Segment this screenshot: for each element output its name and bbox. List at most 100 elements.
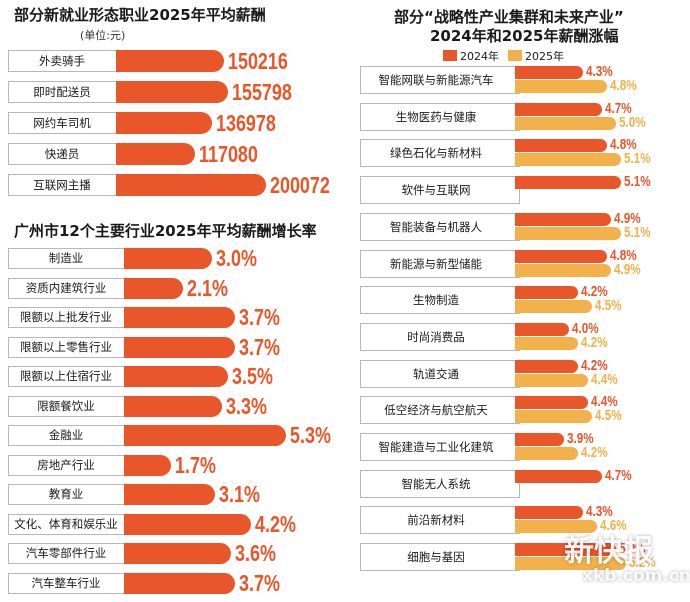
chart3-bar-2025 — [515, 300, 592, 313]
chart3-value-label-2025: 4.5% — [595, 297, 622, 314]
chart3-category-label: 智能建造与工业化建筑 — [378, 440, 494, 454]
chart1-category-label: 外卖骑手 — [39, 54, 85, 68]
chart3-category-label: 前沿新材料 — [407, 513, 465, 527]
chart3-category-label: 新能源与新型储能 — [390, 257, 482, 271]
chart3-value-label-2024: 3.9% — [567, 430, 594, 447]
chart3-bar-2024 — [515, 103, 602, 116]
chart3-bar-2024 — [515, 543, 616, 556]
chart2-value-label: 3.1% — [219, 481, 260, 507]
chart3-category-label: 智能装备与机器人 — [390, 220, 482, 234]
chart3-label-box — [360, 360, 520, 388]
chart2-category-label: 教育业 — [48, 487, 84, 501]
chart2-value-label: 3.7% — [239, 334, 280, 360]
chart3-category-label: 智能无人系统 — [401, 477, 471, 491]
chart3-category-label: 低空经济与航空航天 — [384, 403, 488, 417]
chart3-bar-2025 — [515, 447, 578, 460]
chart3-bar-2025 — [515, 520, 597, 533]
chart1-bar — [116, 50, 224, 72]
chart2-value-label: 2.1% — [187, 275, 228, 301]
chart1-bar — [116, 81, 228, 103]
chart2-category-label: 房地产行业 — [37, 458, 95, 472]
chart2-bar — [124, 484, 215, 505]
chart3-value-label-2025: 4.5% — [595, 407, 622, 424]
chart3-bar-2024 — [515, 250, 607, 263]
chart3-label-box — [360, 250, 520, 278]
chart2-category-label: 文化、体育和娱乐业 — [14, 517, 118, 531]
chart2-value-label: 3.7% — [239, 304, 280, 330]
chart1-title: 部分新就业形态职业2025年平均薪酬 — [14, 6, 266, 24]
chart3-category-label: 轨道交通 — [413, 367, 459, 381]
chart3-bar-2025 — [515, 264, 611, 277]
chart3-value-label-2024: 5.1% — [624, 173, 651, 190]
chart2-category-label: 汽车整车行业 — [31, 576, 101, 590]
chart3-category-label: 时尚消费品 — [407, 330, 465, 344]
legend-label-2024: 2024年 — [460, 50, 499, 63]
chart3-subtitle: 2024年和2025年薪酬涨幅 — [430, 27, 619, 45]
chart1-category-label: 即时配送员 — [33, 85, 91, 99]
chart3-category-label: 软件与互联网 — [401, 183, 471, 197]
chart3-value-label-2025: 5.2% — [629, 554, 656, 571]
chart1-bar — [116, 143, 195, 165]
chart1-value-label: 155798 — [232, 79, 292, 105]
legend-swatch-2024 — [443, 50, 457, 61]
chart3-value-label-2025: 4.8% — [610, 77, 637, 94]
chart2-bar — [124, 337, 235, 358]
chart3-bar-2025 — [515, 410, 592, 423]
chart3-value-label-2024: 4.8% — [610, 136, 637, 153]
chart3-category-label: 细胞与基因 — [407, 550, 465, 564]
chart3-label-box — [360, 139, 520, 167]
chart3-value-label-2024: 4.8% — [610, 247, 637, 264]
chart2-category-label: 资质内建筑行业 — [25, 281, 107, 295]
chart2-category-label: 金融业 — [48, 428, 84, 442]
chart3-bar-2024 — [515, 470, 602, 483]
chart2-category-label: 限额餐饮业 — [37, 399, 95, 413]
chart3-value-label-2024: 4.2% — [581, 357, 608, 374]
chart3-value-label-2024: 4.2% — [581, 283, 608, 300]
chart3-bar-2024 — [515, 433, 564, 446]
chart3-label-box — [360, 433, 520, 461]
chart3-category-label: 智能网联与新能源汽车 — [378, 73, 494, 87]
chart2-bar — [124, 248, 212, 269]
watermark-logo: 新快报 — [564, 534, 654, 569]
chart3-label-box — [360, 470, 520, 498]
legend-swatch-2025 — [508, 50, 522, 61]
chart3-value-label-2024: 4.3% — [586, 503, 613, 520]
chart2-bar — [124, 455, 171, 476]
chart1-bar — [116, 112, 212, 134]
chart3-value-label-2025: 4.2% — [581, 444, 608, 461]
chart3-bar-2024 — [515, 286, 578, 299]
chart3-value-label-2024: 5.0% — [619, 540, 646, 557]
chart3-value-label-2025: 4.4% — [591, 371, 618, 388]
chart3-bar-2025 — [515, 374, 588, 387]
chart2-bar — [124, 425, 286, 446]
chart2-category-label: 限额以上批发行业 — [20, 310, 112, 324]
chart2-value-label: 3.0% — [216, 245, 257, 271]
chart3-label-box — [360, 103, 520, 131]
chart2-category-label: 限额以上住宿行业 — [20, 369, 112, 383]
chart2-value-label: 3.7% — [239, 570, 280, 596]
chart3-value-label-2024: 4.4% — [591, 393, 618, 410]
chart3-bar-2024 — [515, 360, 578, 373]
chart2-value-label: 3.3% — [226, 393, 267, 419]
chart3-bar-2024 — [515, 323, 569, 336]
chart3-label-box — [360, 543, 520, 571]
chart3-bar-2025 — [515, 557, 626, 570]
chart3-value-label-2025: 5.1% — [624, 150, 651, 167]
chart1-bar — [116, 174, 266, 196]
chart3-label-box — [360, 213, 520, 241]
chart3-bar-2025 — [515, 337, 578, 350]
chart2-bar — [124, 278, 183, 299]
chart2-value-label: 4.2% — [255, 511, 296, 537]
chart3-value-label-2024: 4.9% — [614, 210, 641, 227]
chart3-value-label-2024: 4.7% — [605, 100, 632, 117]
chart1-value-label: 136978 — [216, 110, 276, 136]
chart3-bar-2024 — [515, 66, 583, 79]
chart2-bar — [124, 366, 228, 387]
watermark-url: xkb.com.cn — [582, 566, 690, 586]
chart2-value-label: 1.7% — [175, 452, 216, 478]
chart3-category-label: 生物制造 — [413, 293, 459, 307]
chart2-bar — [124, 514, 251, 535]
chart3-label-box — [360, 66, 520, 94]
chart3-category-label: 绿色石化与新材料 — [390, 146, 482, 160]
chart3-value-label-2025: 4.6% — [600, 517, 627, 534]
